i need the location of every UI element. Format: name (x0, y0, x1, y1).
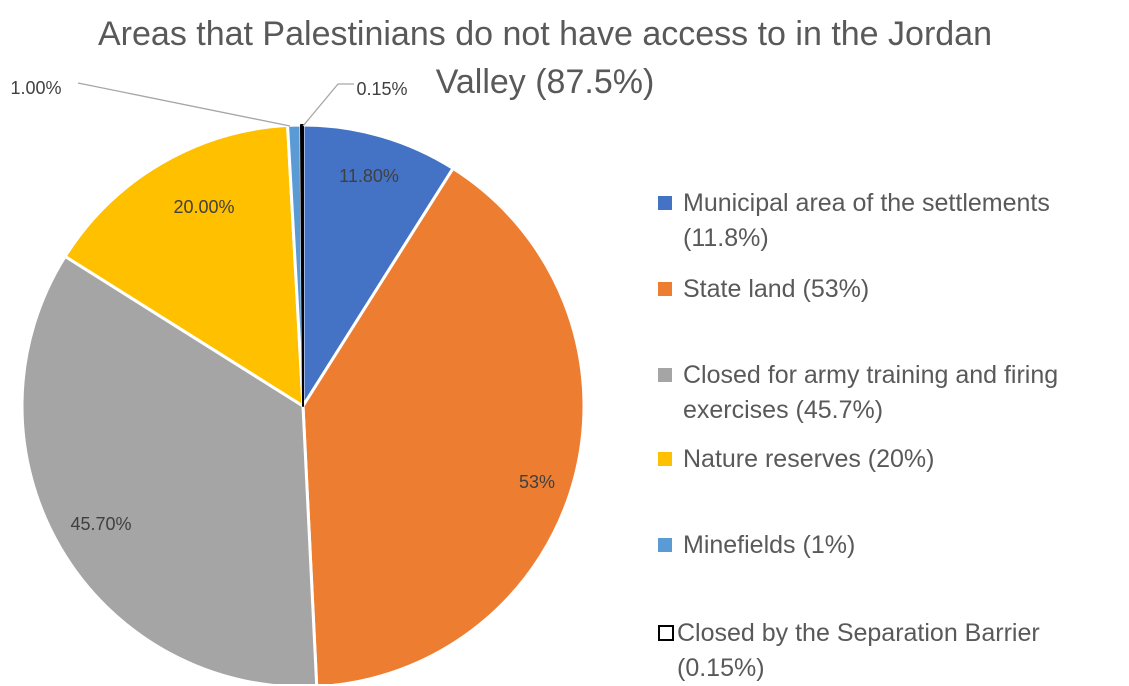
legend-swatch (658, 282, 672, 296)
legend-swatch (658, 196, 672, 210)
legend-label: Minefields (1%) (683, 531, 856, 559)
legend-label: State land (53%) (683, 275, 870, 303)
legend-swatch (658, 538, 672, 552)
legend-item-4: Nature reserves (20%) (658, 442, 1118, 477)
legend-label: Closed for army training and firing exer… (683, 361, 1059, 424)
pie-slice-4 (63, 123, 305, 408)
legend-item-2: State land (53%) (658, 272, 1118, 307)
legend-label: Municipal area of the settlements (11.8%… (683, 189, 1050, 252)
legend-item-1: Municipal area of the settlements (11.8%… (658, 186, 1118, 256)
legend-swatch (658, 452, 672, 466)
data-label-2: 53% (519, 472, 555, 492)
leader-line-6 (302, 83, 354, 127)
leader-line-5 (77, 82, 291, 127)
legend-swatch (658, 625, 674, 641)
pie-slice-1 (301, 123, 455, 408)
legend-label: Nature reserves (20%) (683, 445, 935, 473)
pie-slice-3 (20, 254, 319, 684)
legend-label: Closed by the Separation Barrier (0.15%) (677, 619, 1040, 682)
legend-item-5: Minefields (1%) (658, 528, 1118, 563)
chart-title: Areas that Palestinians do not have acce… (98, 15, 992, 101)
pie-slice-2 (301, 166, 586, 684)
data-label-5: 1.00% (10, 78, 61, 98)
legend-item-6: Closed by the Separation Barrier (0.15%) (658, 616, 1118, 686)
legend-swatch (658, 368, 672, 382)
data-label-1: 11.80% (339, 166, 399, 186)
data-label-4: 20.00% (173, 197, 234, 217)
legend-item-3: Closed for army training and firing exer… (658, 358, 1118, 428)
data-label-3: 45.70% (70, 514, 131, 534)
data-label-6: 0.15% (356, 79, 407, 99)
